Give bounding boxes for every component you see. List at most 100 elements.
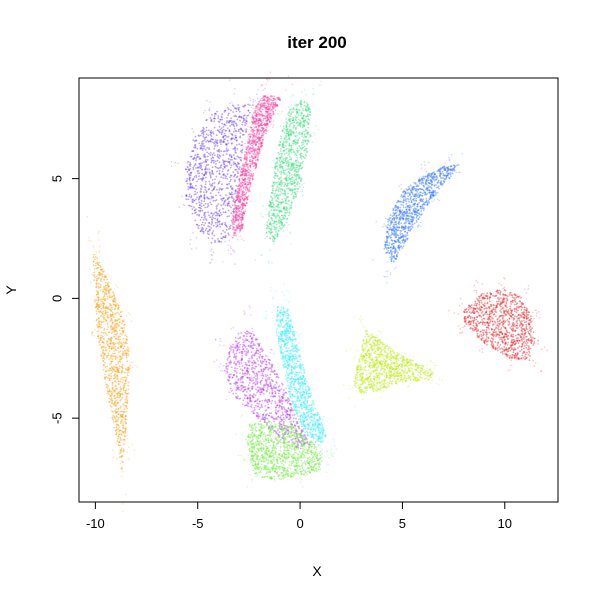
- data-point: [122, 331, 124, 333]
- data-point: [238, 115, 241, 118]
- data-point: [124, 432, 127, 434]
- data-point: [106, 307, 109, 310]
- data-point: [410, 201, 413, 204]
- data-point: [245, 170, 248, 173]
- data-point: [192, 178, 195, 181]
- data-point: [118, 321, 121, 324]
- data-point: [282, 226, 285, 228]
- data-point: [103, 376, 106, 379]
- data-point: [259, 137, 261, 139]
- data-point: [212, 182, 214, 185]
- data-point: [119, 462, 122, 465]
- data-point: [99, 278, 102, 281]
- data-point: [126, 401, 129, 404]
- data-point: [212, 224, 215, 227]
- data-point: [266, 226, 269, 229]
- data-point: [120, 455, 122, 458]
- data-point: [209, 183, 211, 186]
- data-point: [285, 118, 288, 120]
- data-point: [225, 175, 228, 178]
- data-point: [210, 159, 213, 162]
- data-point: [128, 458, 130, 460]
- data-point: [102, 271, 105, 273]
- data-point: [299, 147, 302, 150]
- data-point: [114, 429, 117, 432]
- data-point: [198, 158, 201, 160]
- data-point: [255, 134, 258, 136]
- data-point: [124, 392, 127, 395]
- data-point: [275, 195, 277, 198]
- data-point: [411, 189, 414, 191]
- data-point: [395, 223, 397, 226]
- data-point: [211, 197, 213, 200]
- data-point: [390, 260, 393, 262]
- data-point: [289, 156, 291, 158]
- data-point: [298, 185, 301, 188]
- data-point: [114, 394, 116, 397]
- data-point: [279, 222, 281, 225]
- data-point: [112, 352, 114, 355]
- data-point: [257, 122, 260, 124]
- data-point: [237, 219, 240, 222]
- data-point: [127, 354, 130, 357]
- data-point: [314, 133, 316, 136]
- data-point: [121, 327, 124, 330]
- data-point: [278, 156, 281, 159]
- data-point: [114, 397, 116, 400]
- data-point: [195, 139, 198, 142]
- data-point: [124, 376, 127, 379]
- data-point: [242, 163, 244, 165]
- data-point: [244, 168, 247, 171]
- data-point: [105, 348, 108, 351]
- data-point: [232, 214, 234, 217]
- data-point: [108, 379, 111, 381]
- data-point: [229, 176, 232, 179]
- data-point: [243, 170, 246, 173]
- data-point: [202, 177, 205, 180]
- data-point: [204, 229, 207, 232]
- data-point: [202, 145, 205, 147]
- data-point: [108, 289, 111, 292]
- data-point: [271, 189, 274, 192]
- data-point: [216, 170, 218, 173]
- data-point: [237, 108, 240, 111]
- data-point: [227, 161, 230, 164]
- data-point: [234, 173, 237, 176]
- data-point: [384, 225, 386, 227]
- data-point: [249, 170, 252, 172]
- data-point: [421, 213, 423, 216]
- data-point: [392, 245, 395, 247]
- data-point: [288, 152, 290, 155]
- data-point: [292, 117, 295, 120]
- data-point: [407, 229, 410, 232]
- data-point: [117, 307, 120, 309]
- data-point: [412, 210, 415, 212]
- data-point: [254, 156, 257, 159]
- data-point: [111, 416, 114, 419]
- data-point: [206, 119, 208, 121]
- data-point: [222, 128, 225, 131]
- data-point: [97, 293, 100, 296]
- data-point: [117, 424, 119, 426]
- data-point: [427, 200, 430, 203]
- data-point: [241, 224, 244, 227]
- data-point: [120, 371, 123, 373]
- data-point: [102, 305, 105, 308]
- data-point: [189, 185, 192, 188]
- data-point: [428, 191, 431, 194]
- data-point: [397, 245, 400, 248]
- data-point: [207, 197, 210, 200]
- data-point: [238, 225, 241, 228]
- data-point: [297, 187, 300, 190]
- data-point: [227, 157, 230, 160]
- data-point: [203, 153, 206, 156]
- data-point: [114, 410, 117, 413]
- data-point: [307, 126, 309, 129]
- data-point: [285, 212, 287, 214]
- data-point: [107, 286, 109, 288]
- data-point: [101, 270, 104, 272]
- data-point: [240, 128, 243, 131]
- data-point: [118, 318, 121, 321]
- data-point: [235, 136, 237, 139]
- data-point: [260, 215, 263, 218]
